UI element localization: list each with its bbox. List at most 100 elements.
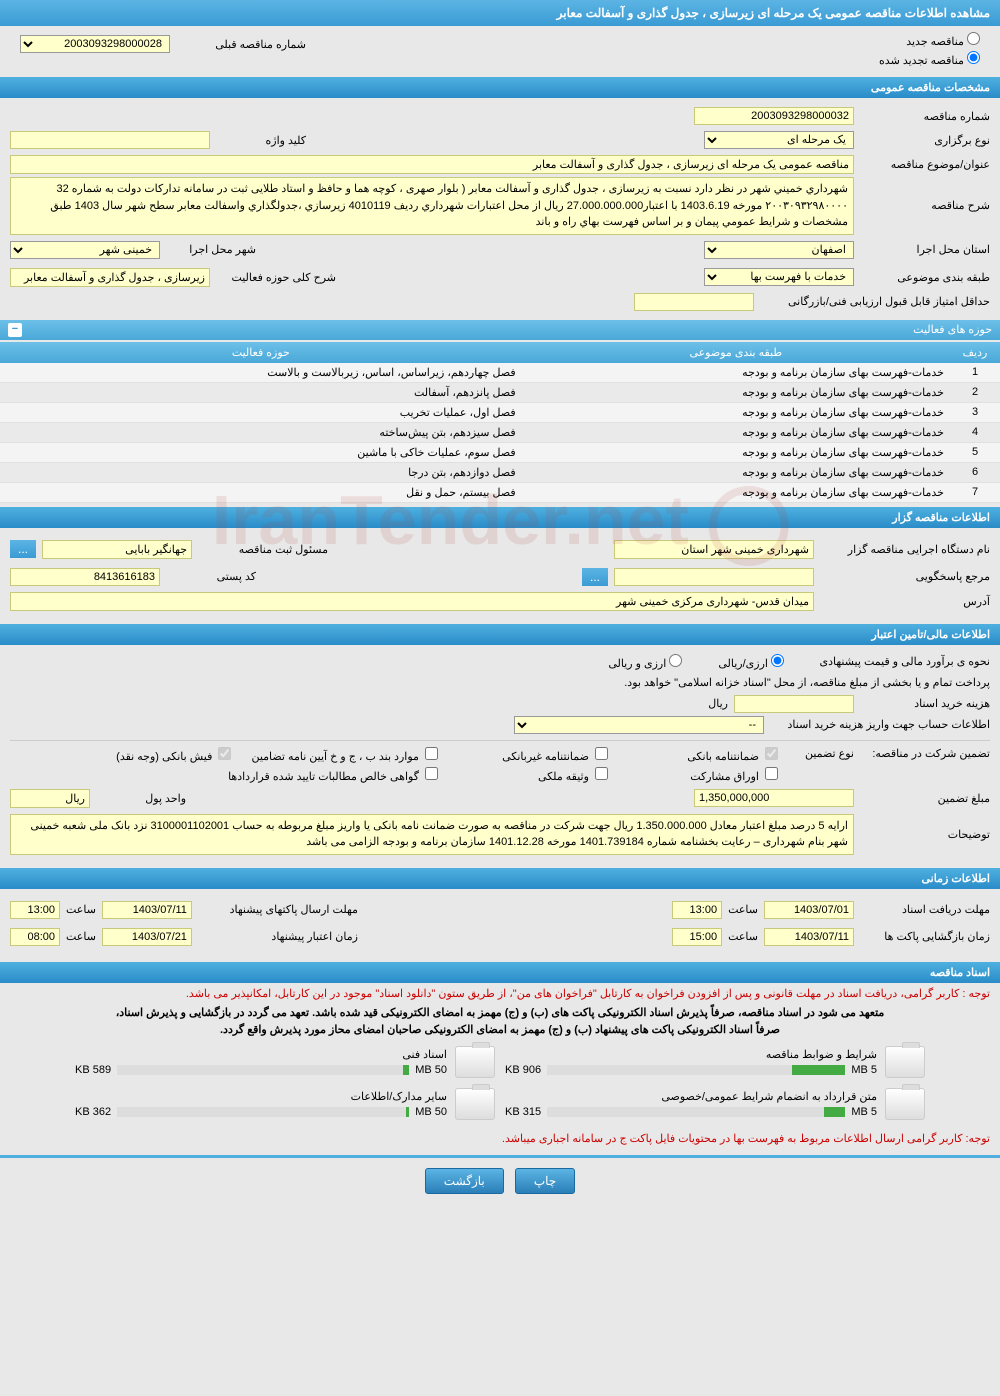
collapse-icon[interactable]: − bbox=[8, 323, 22, 337]
doc-card[interactable]: اسناد فنی 50 MB 589 KB bbox=[75, 1046, 495, 1078]
fld-receive-time: 13:00 bbox=[672, 901, 722, 919]
doc-card[interactable]: سایر مدارک/اطلاعات 50 MB 362 KB bbox=[75, 1088, 495, 1120]
chk-items[interactable]: موارد بند ب ، ج و خ آیین نامه تضامین bbox=[251, 747, 438, 763]
fld-summary: زیرسازی ، جدول گذاری و آسفالت معابر bbox=[10, 268, 210, 287]
section-buyer: اطلاعات مناقصه گزار bbox=[0, 507, 1000, 528]
chk-cert[interactable]: گواهی خالص مطالبات تایید شده قراردادها bbox=[228, 767, 438, 783]
subsection-activity: حوزه های فعالیت − bbox=[0, 320, 1000, 340]
back-button[interactable]: بازگشت bbox=[425, 1168, 504, 1194]
lbl-desc: شرح مناقصه bbox=[860, 199, 990, 212]
radio-new[interactable]: مناقصه جدید bbox=[879, 32, 980, 48]
top-options: مناقصه جدید مناقصه تجدید شده شماره مناقص… bbox=[0, 26, 1000, 73]
radio-renewed[interactable]: مناقصه تجدید شده bbox=[879, 51, 980, 67]
lbl-category: طبقه بندی موضوعی bbox=[860, 271, 990, 284]
docs-grid: شرایط و ضوابط مناقصه 5 MB 906 KB اسناد ف… bbox=[0, 1038, 1000, 1128]
radio-rial[interactable]: ارزی و ریالی bbox=[608, 654, 682, 670]
section-docs: اسناد مناقصه bbox=[0, 962, 1000, 983]
doc-size: 906 KB bbox=[505, 1064, 541, 1076]
fld-address: میدان قدس- شهرداری مرکزی خمینی شهر bbox=[10, 592, 814, 611]
chk-bonds[interactable]: اوراق مشارکت bbox=[628, 767, 778, 783]
table-row: 2خدمات-فهرست بهای سازمان برنامه و بودجهف… bbox=[0, 382, 1000, 402]
fld-category[interactable]: خدمات با فهرست بها bbox=[704, 268, 854, 286]
fld-org: شهرداری خمینی شهر استان bbox=[614, 540, 814, 559]
table-row: 4خدمات-فهرست بهای سازمان برنامه و بودجهف… bbox=[0, 422, 1000, 442]
fld-account[interactable]: -- bbox=[514, 716, 764, 734]
chk-deed[interactable]: وثیقه ملکی bbox=[458, 767, 608, 783]
lbl-notes: توضیحات bbox=[860, 828, 990, 841]
doc-max: 50 MB bbox=[415, 1106, 447, 1118]
lbl-city: شهر محل اجرا bbox=[166, 243, 256, 256]
fld-type[interactable]: یک مرحله ای bbox=[704, 131, 854, 149]
folder-icon bbox=[455, 1088, 495, 1120]
lbl-fee: هزینه خرید اسناد bbox=[860, 697, 990, 710]
btn-resp[interactable]: ... bbox=[582, 568, 608, 586]
doc-progress bbox=[547, 1065, 845, 1075]
prev-tender-label: شماره مناقصه قبلی bbox=[176, 38, 306, 51]
fld-notes: ارایه 5 درصد مبلغ اعتبار معادل 1.350.000… bbox=[10, 814, 854, 855]
table-row: 7خدمات-فهرست بهای سازمان برنامه و بودجهف… bbox=[0, 482, 1000, 502]
doc-title: شرایط و ضوابط مناقصه bbox=[505, 1048, 877, 1061]
lbl-amt: مبلغ تضمین bbox=[860, 792, 990, 805]
fld-number: 2003093298000032 bbox=[694, 107, 854, 125]
section-general: مشخصات مناقصه عمومی bbox=[0, 77, 1000, 98]
table-row: 5خدمات-فهرست بهای سازمان برنامه و بودجهف… bbox=[0, 442, 1000, 462]
fld-reg: جهانگیر بابایی bbox=[42, 540, 192, 559]
lbl-guarantee-type: نوع تضمین bbox=[784, 747, 854, 760]
fld-validity-time: 08:00 bbox=[10, 928, 60, 946]
section-timing: اطلاعات زمانی bbox=[0, 868, 1000, 889]
table-header: طبقه بندی موضوعی bbox=[522, 342, 950, 363]
doc-title: اسناد فنی bbox=[75, 1048, 447, 1061]
fld-province[interactable]: اصفهان bbox=[704, 241, 854, 259]
chk-cash[interactable]: فیش بانکی (وجه نقد) bbox=[81, 747, 231, 763]
doc-card[interactable]: شرایط و ضوابط مناقصه 5 MB 906 KB bbox=[505, 1046, 925, 1078]
docs-note3: توجه: کاربر گرامی ارسال اطلاعات مربوط به… bbox=[0, 1128, 1000, 1149]
lbl-summary: شرح کلی حوزه فعالیت bbox=[216, 271, 336, 284]
fld-validity-date: 1403/07/21 bbox=[102, 928, 192, 946]
page-title: مشاهده اطلاعات مناقصه عمومی یک مرحله ای … bbox=[0, 0, 1000, 26]
lbl-address: آدرس bbox=[820, 595, 990, 608]
table-header: حوزه فعالیت bbox=[0, 342, 522, 363]
doc-max: 5 MB bbox=[851, 1064, 877, 1076]
chk-nonbank[interactable]: ضمانتنامه غیربانکی bbox=[458, 747, 608, 763]
activity-table: ردیفطبقه بندی موضوعیحوزه فعالیت 1خدمات-ف… bbox=[0, 342, 1000, 503]
fld-subject: مناقصه عمومی یک مرحله ای زیرسازی ، جدول … bbox=[10, 155, 854, 174]
chk-bank[interactable]: ضمانتنامه بانکی bbox=[628, 747, 778, 763]
lbl-org: نام دستگاه اجرایی مناقصه گزار bbox=[820, 543, 990, 556]
lbl-receive: مهلت دریافت اسناد bbox=[860, 903, 990, 916]
print-button[interactable]: چاپ bbox=[515, 1168, 575, 1194]
folder-icon bbox=[455, 1046, 495, 1078]
table-row: 1خدمات-فهرست بهای سازمان برنامه و بودجهف… bbox=[0, 363, 1000, 383]
lbl-open: زمان بازگشایی پاکت ها bbox=[860, 930, 990, 943]
doc-size: 362 KB bbox=[75, 1106, 111, 1118]
fld-open-date: 1403/07/11 bbox=[764, 928, 854, 946]
fld-fee bbox=[734, 695, 854, 713]
lbl-estimate: نحوه ی برآورد مالی و قیمت پیشنهادی bbox=[790, 655, 990, 668]
fld-open-time: 15:00 bbox=[672, 928, 722, 946]
doc-card[interactable]: متن قرارداد به انضمام شرایط عمومی/خصوصی … bbox=[505, 1088, 925, 1120]
lbl-keyword: کلید واژه bbox=[216, 134, 306, 147]
radio-currency[interactable]: ارزی/ریالی bbox=[718, 654, 784, 670]
fld-postal: 8413616183 bbox=[10, 568, 160, 586]
fld-resp bbox=[614, 568, 814, 586]
fld-city[interactable]: خمینی شهر bbox=[10, 241, 160, 259]
lbl-reg: مسئول ثبت مناقصه bbox=[198, 543, 328, 556]
doc-max: 5 MB bbox=[851, 1106, 877, 1118]
lbl-account: اطلاعات حساب جهت واریز هزینه خرید اسناد bbox=[770, 718, 990, 731]
table-row: 3خدمات-فهرست بهای سازمان برنامه و بودجهف… bbox=[0, 402, 1000, 422]
lbl-validity: زمان اعتبار پیشنهاد bbox=[198, 930, 358, 943]
doc-size: 589 KB bbox=[75, 1064, 111, 1076]
lbl-guarantee: تضمین شرکت در مناقصه: bbox=[860, 747, 990, 760]
doc-title: متن قرارداد به انضمام شرایط عمومی/خصوصی bbox=[505, 1090, 877, 1103]
lbl-province: استان محل اجرا bbox=[860, 243, 990, 256]
fld-submit-time: 13:00 bbox=[10, 901, 60, 919]
docs-note1: توجه : کاربر گرامی، دریافت اسناد در مهلت… bbox=[0, 983, 1000, 1004]
prev-tender-select[interactable]: 2003093298000028 bbox=[20, 35, 170, 53]
btn-reg-more[interactable]: ... bbox=[10, 540, 36, 558]
fld-keyword bbox=[10, 131, 210, 149]
table-header: ردیف bbox=[950, 342, 1000, 363]
fld-amt: 1,350,000,000 bbox=[694, 789, 854, 807]
table-row: 6خدمات-فهرست بهای سازمان برنامه و بودجهف… bbox=[0, 462, 1000, 482]
doc-title: سایر مدارک/اطلاعات bbox=[75, 1090, 447, 1103]
doc-progress bbox=[117, 1107, 409, 1117]
lbl-minscore: حداقل امتیاز قابل قبول ارزیابی فنی/بازرگ… bbox=[760, 295, 990, 308]
